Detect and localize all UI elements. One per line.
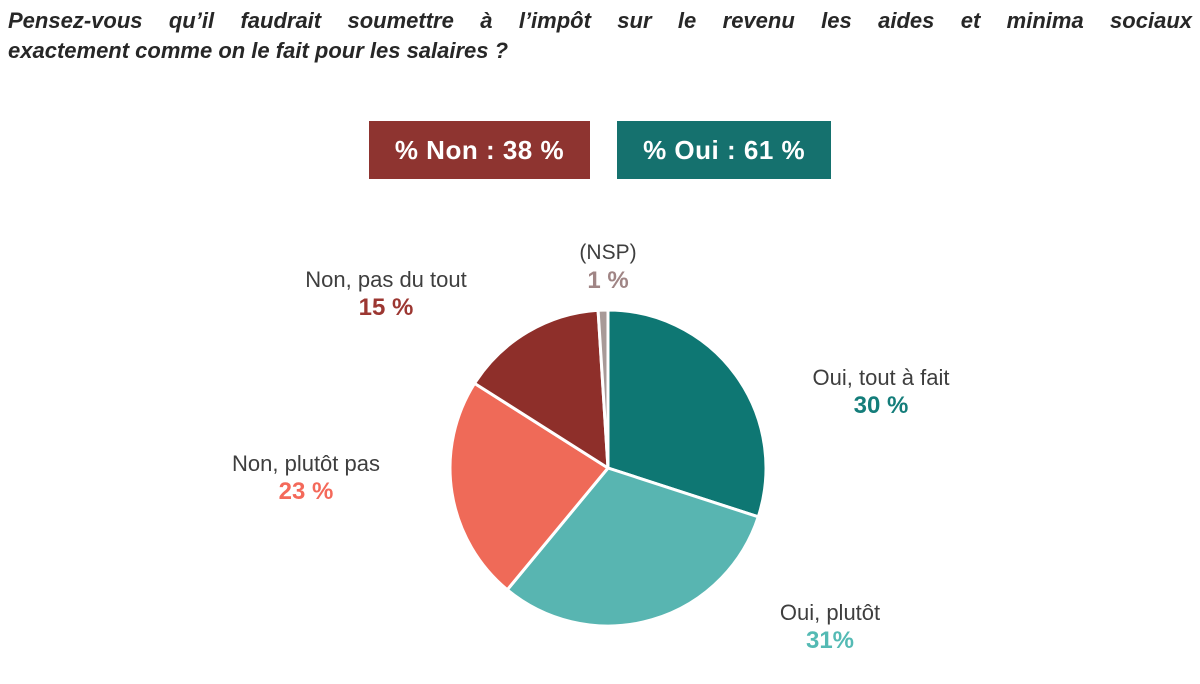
pie-slice-2 [505, 466, 760, 628]
pie-slice-5 [596, 308, 610, 470]
label-oui-plutot: Oui, plutôt 31% [780, 599, 880, 656]
question-title-line2: exactement comme on le fait pour les sal… [8, 38, 509, 63]
badge-oui-total: % Oui : 61 % [617, 121, 832, 179]
label-non-pas-du-tout-text: Non, pas du tout [305, 267, 467, 292]
label-oui-plutot-value: 31% [805, 627, 855, 654]
pie-slice-3 [448, 381, 610, 592]
label-oui-plutot-text: Oui, plutôt [779, 600, 881, 625]
label-non-pas-du-tout-value: 15 % [358, 294, 414, 321]
label-non-plutot-pas-value: 23 % [278, 478, 334, 505]
question-title: Pensez-vous qu’il faudrait soumettre à l… [8, 6, 1192, 66]
label-oui-tout-a-fait: Oui, tout à fait 30 % [813, 364, 950, 421]
pie-chart-area [438, 298, 778, 638]
label-non-plutot-pas-text: Non, plutôt pas [232, 451, 380, 476]
question-title-line1: Pensez-vous qu’il faudrait soumettre à l… [8, 8, 1192, 33]
label-non-pas-du-tout: Non, pas du tout 15 % [305, 266, 466, 323]
label-nsp: (NSP) 1 % [579, 239, 636, 296]
label-oui-tout-a-fait-text: Oui, tout à fait [812, 365, 950, 390]
label-nsp-value: 1 % [587, 267, 629, 294]
pie-slice-4 [473, 308, 610, 470]
badge-non-total: % Non : 38 % [368, 121, 591, 179]
label-non-plutot-pas: Non, plutôt pas 23 % [232, 450, 380, 507]
label-nsp-text: (NSP) [579, 241, 637, 264]
pie-chart [448, 308, 768, 628]
summary-badges: % Non : 38 % % Oui : 61 % [0, 121, 1200, 179]
label-oui-tout-a-fait-value: 30 % [853, 392, 909, 419]
pie-slice-1 [606, 308, 768, 519]
